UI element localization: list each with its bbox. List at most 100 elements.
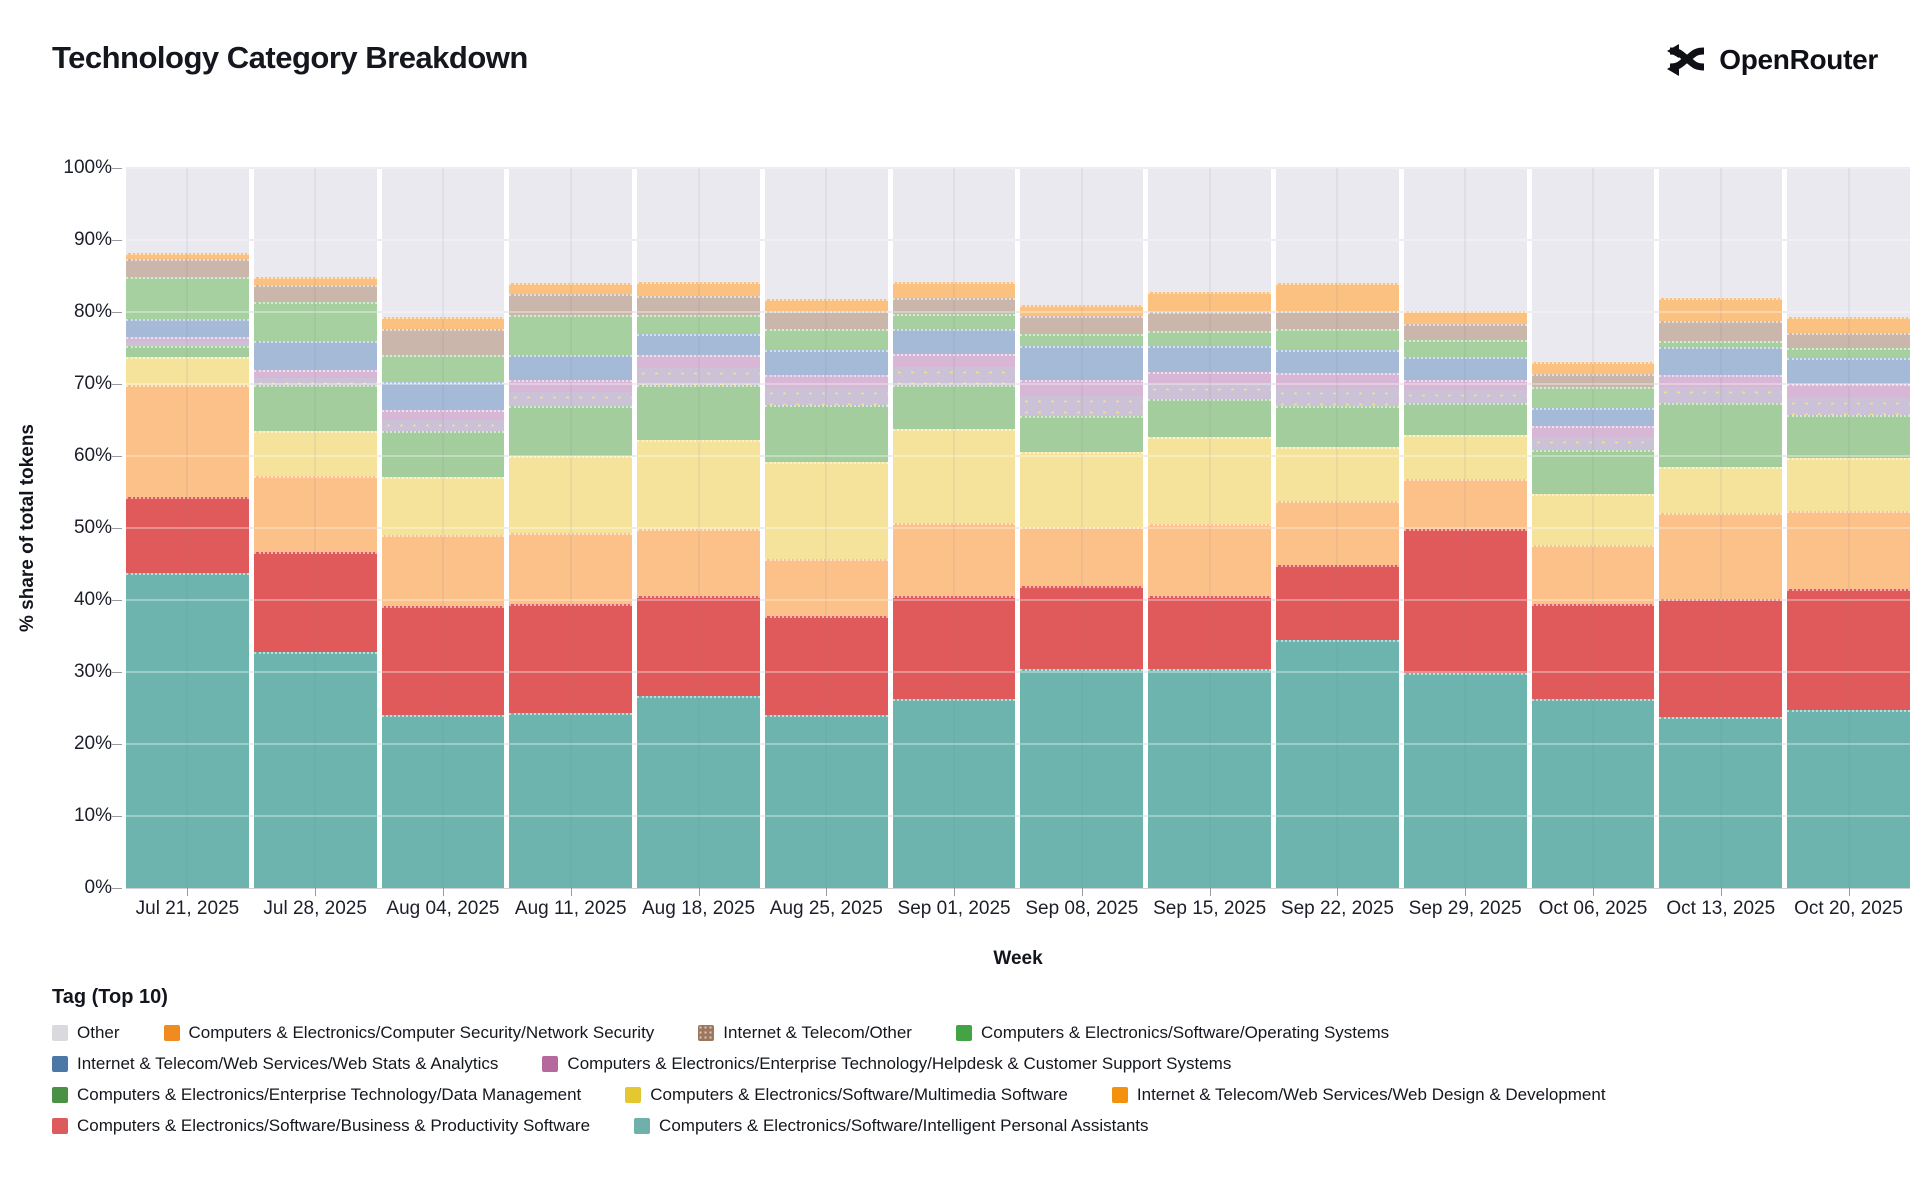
segment-other[interactable] (1148, 168, 1272, 292)
segment-netsec[interactable] (1787, 317, 1910, 333)
segment-ipa[interactable] (892, 699, 1016, 888)
segment-bizprod[interactable] (1659, 598, 1783, 718)
segment-helpdesk[interactable] (764, 374, 888, 406)
segment-datamgmt[interactable] (1531, 450, 1655, 495)
segment-multimedia[interactable] (1787, 458, 1910, 512)
segment-webdesign[interactable] (637, 529, 760, 596)
segment-ito[interactable] (764, 310, 888, 329)
segment-multimedia[interactable] (1403, 435, 1527, 479)
segment-ito[interactable] (1276, 311, 1399, 330)
segment-helpdesk[interactable] (253, 370, 377, 386)
segment-multimedia[interactable] (1276, 446, 1399, 502)
segment-os[interactable] (1276, 329, 1399, 351)
segment-ipa[interactable] (1020, 669, 1144, 888)
segment-bizprod[interactable] (253, 551, 377, 652)
segment-webstats[interactable] (509, 355, 633, 380)
segment-multimedia[interactable] (764, 462, 888, 559)
segment-os[interactable] (126, 277, 249, 320)
segment-multimedia[interactable] (1659, 466, 1783, 513)
segment-multimedia[interactable] (253, 431, 377, 477)
segment-multimedia[interactable] (126, 357, 249, 386)
segment-ito[interactable] (637, 296, 760, 315)
segment-ito[interactable] (126, 258, 249, 278)
segment-ito[interactable] (1148, 311, 1272, 331)
segment-other[interactable] (126, 168, 249, 253)
segment-datamgmt[interactable] (1659, 403, 1783, 467)
segment-os[interactable] (637, 314, 760, 335)
segment-helpdesk[interactable] (637, 355, 760, 386)
segment-datamgmt[interactable] (892, 384, 1016, 429)
legend-item-webdesign[interactable]: Internet & Telecom/Web Services/Web Desi… (1111, 1085, 1606, 1105)
segment-os[interactable] (1403, 340, 1527, 357)
segment-bizprod[interactable] (1787, 589, 1910, 711)
segment-ipa[interactable] (1276, 639, 1399, 888)
segment-ito[interactable] (509, 293, 633, 315)
segment-other[interactable] (1787, 168, 1910, 318)
segment-bizprod[interactable] (637, 595, 760, 697)
segment-helpdesk[interactable] (892, 353, 1016, 385)
segment-ipa[interactable] (764, 715, 888, 888)
segment-os[interactable] (381, 355, 505, 382)
segment-webdesign[interactable] (1276, 501, 1399, 565)
segment-other[interactable] (253, 168, 377, 277)
segment-webstats[interactable] (381, 381, 505, 410)
segment-netsec[interactable] (892, 281, 1016, 298)
segment-ipa[interactable] (1531, 698, 1655, 888)
segment-other[interactable] (892, 168, 1016, 282)
segment-netsec[interactable] (1148, 291, 1272, 312)
openrouter-logo[interactable]: OpenRouter (1667, 40, 1878, 80)
legend-item-netsec[interactable]: Computers & Electronics/Computer Securit… (163, 1023, 654, 1043)
segment-webdesign[interactable] (1148, 523, 1272, 596)
segment-datamgmt[interactable] (1403, 403, 1527, 436)
legend-item-os[interactable]: Computers & Electronics/Software/Operati… (955, 1023, 1389, 1043)
segment-helpdesk[interactable] (1276, 373, 1399, 407)
segment-datamgmt[interactable] (253, 385, 377, 432)
segment-webstats[interactable] (1531, 408, 1655, 427)
segment-other[interactable] (1403, 168, 1527, 312)
segment-other[interactable] (509, 168, 633, 284)
segment-ito[interactable] (1531, 373, 1655, 387)
segment-netsec[interactable] (764, 299, 888, 311)
segment-datamgmt[interactable] (1020, 416, 1144, 452)
segment-ipa[interactable] (1148, 669, 1272, 888)
segment-helpdesk[interactable] (1148, 371, 1272, 400)
segment-datamgmt[interactable] (764, 404, 888, 463)
segment-netsec[interactable] (637, 282, 760, 297)
segment-bizprod[interactable] (1148, 595, 1272, 670)
segment-ipa[interactable] (1659, 717, 1783, 888)
segment-webdesign[interactable] (253, 476, 377, 552)
segment-webdesign[interactable] (1403, 478, 1527, 530)
segment-netsec[interactable] (1659, 298, 1783, 321)
segment-helpdesk[interactable] (1403, 379, 1527, 404)
legend-item-helpdesk[interactable]: Computers & Electronics/Enterprise Techn… (542, 1054, 1231, 1074)
segment-other[interactable] (1020, 168, 1144, 305)
segment-datamgmt[interactable] (126, 345, 249, 358)
segment-bizprod[interactable] (126, 496, 249, 574)
segment-webdesign[interactable] (126, 385, 249, 497)
segment-webstats[interactable] (764, 350, 888, 375)
segment-webstats[interactable] (1403, 356, 1527, 380)
segment-ipa[interactable] (1787, 710, 1910, 888)
segment-bizprod[interactable] (1276, 564, 1399, 640)
segment-multimedia[interactable] (892, 428, 1016, 523)
segment-multimedia[interactable] (1020, 451, 1144, 527)
segment-netsec[interactable] (1403, 311, 1527, 324)
segment-ipa[interactable] (381, 715, 505, 888)
segment-webdesign[interactable] (381, 535, 505, 607)
segment-helpdesk[interactable] (509, 379, 633, 407)
legend-item-other[interactable]: Other (52, 1023, 120, 1043)
segment-os[interactable] (1531, 386, 1655, 409)
segment-datamgmt[interactable] (1148, 399, 1272, 437)
legend-item-datamgmt[interactable]: Computers & Electronics/Enterprise Techn… (52, 1085, 581, 1105)
segment-webdesign[interactable] (1659, 512, 1783, 599)
segment-helpdesk[interactable] (126, 337, 249, 346)
segment-webstats[interactable] (892, 328, 1016, 354)
segment-multimedia[interactable] (1531, 494, 1655, 546)
segment-helpdesk[interactable] (1531, 426, 1655, 451)
legend-item-ito[interactable]: Internet & Telecom/Other (698, 1023, 912, 1043)
segment-os[interactable] (764, 328, 888, 351)
segment-webstats[interactable] (1659, 347, 1783, 375)
segment-ipa[interactable] (1403, 672, 1527, 888)
segment-other[interactable] (1659, 168, 1783, 299)
segment-webstats[interactable] (1276, 350, 1399, 374)
